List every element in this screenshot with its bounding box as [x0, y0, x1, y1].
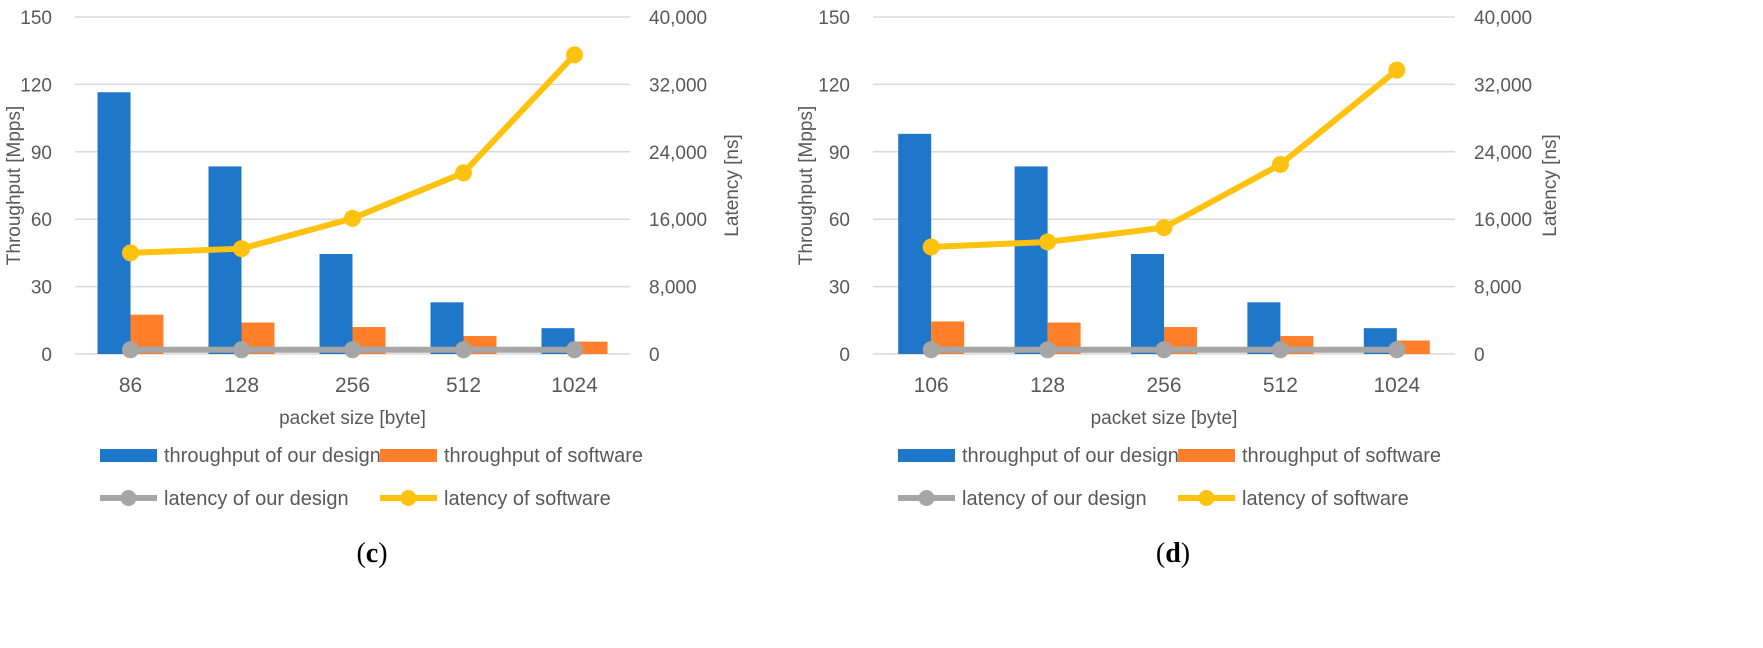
- legend-swatch-bar: [380, 449, 437, 462]
- legend-swatch-marker: [1198, 490, 1215, 506]
- y-right-tick-label: 0: [1474, 345, 1485, 366]
- y-right-tick-label: 40,000: [1474, 8, 1532, 29]
- y-right-tick-label: 32,000: [649, 75, 707, 96]
- y-right-tick-label: 16,000: [649, 210, 707, 231]
- legend-item: latency of our design: [100, 488, 349, 510]
- legend-item: throughput of software: [1178, 445, 1441, 467]
- legend-label: throughput of our design: [164, 445, 381, 467]
- panel-label: (d): [1156, 538, 1190, 569]
- bar-throughput-design: [1014, 166, 1048, 354]
- x-tick-label: 512: [446, 374, 481, 397]
- point-latency-design: [233, 341, 250, 359]
- legend-swatch-marker: [918, 490, 935, 506]
- x-tick-label: 256: [1146, 374, 1181, 397]
- y-left-tick-label: 60: [31, 210, 52, 231]
- point-latency-software: [455, 164, 472, 182]
- legend-label: throughput of our design: [962, 445, 1179, 467]
- legend-label: throughput of software: [1242, 445, 1441, 467]
- bar-throughput-design: [1131, 254, 1164, 354]
- legend-item: latency of software: [380, 488, 611, 510]
- legend-label: latency of our design: [164, 488, 349, 510]
- chart-panel-d: 0 0 30 8,000 60 16,000 90 24,000 120 32,000 150 40,…: [796, 8, 1561, 569]
- legend-swatch-bar: [100, 449, 157, 462]
- point-latency-design: [566, 341, 583, 359]
- y-right-axis-title: Latency [ns]: [722, 134, 743, 236]
- legend-label: latency of software: [1242, 488, 1409, 510]
- legend-label: latency of our design: [962, 488, 1147, 510]
- legend-item: latency of software: [1178, 488, 1409, 510]
- point-latency-software: [344, 209, 361, 227]
- y-left-tick-label: 0: [839, 345, 850, 366]
- y-left-tick-label: 90: [829, 143, 850, 164]
- bar-throughput-design: [319, 254, 353, 354]
- y-left-tick-label: 120: [818, 75, 850, 96]
- point-latency-software: [122, 244, 139, 262]
- legend-swatch-bar: [898, 449, 955, 462]
- y-right-tick-label: 40,000: [649, 8, 707, 29]
- y-right-tick-label: 16,000: [1474, 210, 1532, 231]
- point-latency-software: [233, 240, 250, 258]
- point-latency-software: [566, 46, 583, 64]
- point-latency-design: [922, 341, 940, 359]
- x-tick-label: 106: [914, 374, 949, 397]
- y-left-axis-title: Throughput [Mpps]: [4, 106, 25, 265]
- y-left-tick-label: 30: [829, 278, 850, 299]
- point-latency-design: [455, 341, 472, 359]
- point-latency-software: [1388, 61, 1406, 79]
- y-right-tick-label: 8,000: [649, 278, 697, 299]
- bar-throughput-design: [97, 92, 131, 354]
- point-latency-design: [1039, 341, 1057, 359]
- y-right-tick-label: 0: [649, 345, 660, 366]
- y-left-tick-label: 120: [20, 75, 52, 96]
- x-tick-label: 86: [119, 374, 142, 397]
- point-latency-design: [344, 341, 361, 359]
- point-latency-software: [922, 238, 940, 256]
- y-left-tick-label: 150: [20, 8, 52, 29]
- y-left-tick-label: 150: [818, 8, 850, 29]
- legend-label: throughput of software: [444, 445, 643, 467]
- x-tick-label: 1024: [1373, 374, 1420, 397]
- y-left-tick-label: 30: [31, 278, 52, 299]
- x-tick-label: 128: [224, 374, 259, 397]
- point-latency-design: [1388, 341, 1406, 359]
- legend-swatch-marker: [120, 490, 137, 506]
- y-right-tick-label: 32,000: [1474, 75, 1532, 96]
- point-latency-software: [1155, 219, 1173, 237]
- legend-swatch-marker: [400, 490, 417, 506]
- y-right-tick-label: 8,000: [1474, 278, 1522, 299]
- legend-item: throughput of software: [380, 445, 643, 467]
- y-right-tick-label: 24,000: [649, 143, 707, 164]
- legend-label: latency of software: [444, 488, 611, 510]
- y-left-axis-title: Throughput [Mpps]: [796, 106, 817, 265]
- legend-item: throughput of our design: [898, 445, 1179, 467]
- y-left-tick-label: 90: [31, 143, 52, 164]
- point-latency-software: [1039, 233, 1057, 251]
- x-tick-label: 1024: [551, 374, 598, 397]
- point-latency-software: [1271, 155, 1289, 173]
- x-axis-title: packet size [byte]: [279, 408, 426, 429]
- x-axis-title: packet size [byte]: [1091, 408, 1238, 429]
- y-right-tick-label: 24,000: [1474, 143, 1532, 164]
- panel-label-letter: c: [366, 538, 378, 569]
- legend-item: latency of our design: [898, 488, 1147, 510]
- legend-item: throughput of our design: [100, 445, 381, 467]
- y-left-tick-label: 60: [829, 210, 850, 231]
- bar-throughput-design: [208, 166, 242, 354]
- point-latency-design: [1271, 341, 1289, 359]
- x-tick-label: 512: [1263, 374, 1298, 397]
- point-latency-design: [122, 341, 139, 359]
- y-right-axis-title: Latency [ns]: [1540, 134, 1561, 236]
- legend-swatch-bar: [1178, 449, 1235, 462]
- panel-label: (c): [356, 538, 387, 569]
- y-left-tick-label: 0: [41, 345, 52, 366]
- x-tick-label: 256: [335, 374, 370, 397]
- panel-label-letter: d: [1165, 538, 1181, 569]
- chart-panel-c: 0 0 30 8,000 60 16,000 90 24,000 120 32,000 150 40,…: [4, 8, 743, 569]
- point-latency-design: [1155, 341, 1173, 359]
- x-tick-label: 128: [1030, 374, 1065, 397]
